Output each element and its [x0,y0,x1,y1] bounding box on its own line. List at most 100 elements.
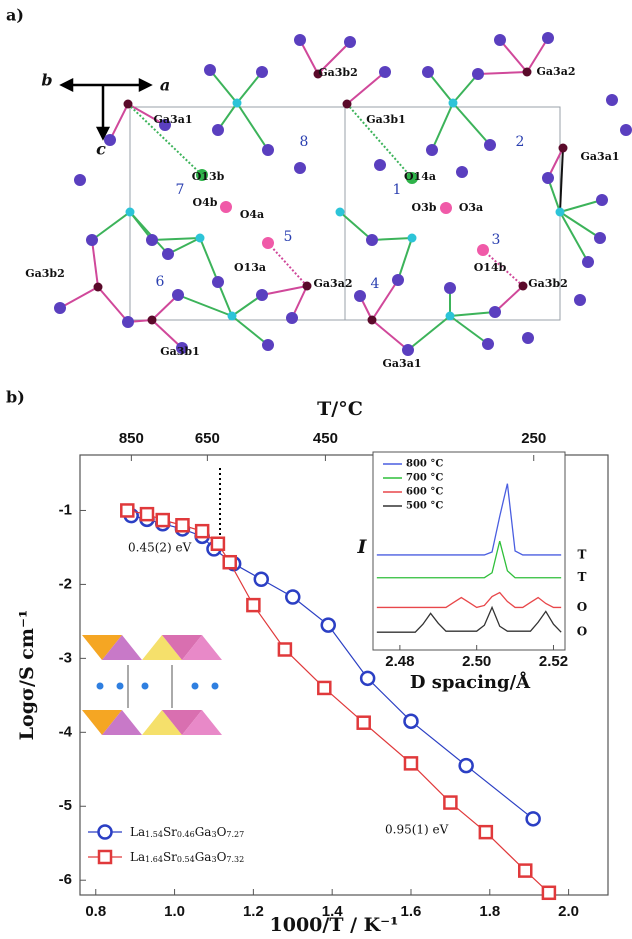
x-axis-label: 1000/T / K⁻¹ [270,914,399,936]
gallium-site [555,207,565,217]
atom-label: O3b [412,201,437,214]
oxygen [366,234,378,246]
axis-arrows [59,77,153,141]
atom-label: O3a [459,201,483,214]
y-tick-label: -5 [59,797,72,814]
bond [109,103,129,141]
contact [346,103,413,179]
marker [175,518,190,533]
bond [177,294,233,317]
contact [267,242,308,287]
oxygen [212,276,224,288]
phase-label: O [577,625,587,639]
oxygen [542,172,554,184]
interstitial-oxygen [477,244,489,256]
ring-label: 2 [516,134,525,150]
inset-legend-label: 800 °C [406,459,443,470]
gallium-site [232,98,242,108]
oxygen [172,289,184,301]
inset-y-label: I [357,536,368,558]
gallium-3 [313,69,323,79]
bond [299,39,319,75]
gallium-site [407,233,417,243]
bond [397,237,413,281]
oxygen [146,234,158,246]
gallium-site [335,207,345,217]
ring-label: 1 [393,182,402,198]
marker [317,680,332,696]
ring-label: 5 [284,229,293,245]
phase-label: T [578,547,587,561]
x2-tick-label: 650 [195,430,220,447]
bond [209,69,238,104]
bond [151,294,179,321]
atom-label: Ga3b1 [366,113,406,126]
x2-tick-label: 450 [313,430,338,447]
y-tick-label: -6 [59,871,72,888]
annotation: 0.95(1) eV [385,823,449,837]
marker [356,715,371,730]
series-line [127,509,550,894]
structure-thumbnail [82,635,222,735]
y-tick-label: -4 [59,723,73,740]
gallium-3 [522,67,532,77]
bond [431,102,454,151]
bond [236,71,263,104]
inset-legend-label: 600 °C [406,487,443,498]
y-tick-label: -1 [59,501,72,518]
atom-label: Ga3b1 [160,345,200,358]
oxygen [256,66,268,78]
bond [559,147,564,213]
oxygen [522,332,534,344]
gallium-3 [518,281,528,291]
ring-label: 6 [156,274,165,290]
oxygen [484,139,496,151]
atom-label: Ga3b2 [528,277,568,290]
bond [261,285,308,296]
bond [477,71,528,75]
oxygen [392,274,404,286]
bond [231,294,263,317]
marker [285,589,301,605]
bond [346,71,386,105]
oxygen [286,312,298,324]
panel-label: a) [6,6,24,25]
x-tick-label: 1.6 [401,903,422,920]
x-tick-label: 1.4 [322,903,344,920]
marker [194,523,210,539]
bond [452,102,491,146]
gallium-site [195,233,205,243]
atom-label: Ga3b2 [25,267,65,280]
gallium-3 [302,281,312,291]
x2-axis-label: T/°C [317,398,363,420]
legend-marker [97,849,113,865]
x-tick-label: 0.8 [85,903,106,920]
bond [526,37,549,73]
bond [91,239,99,288]
oxygen [456,166,468,178]
chart-frame [79,454,609,896]
marker [320,617,336,633]
oxygen [596,194,608,206]
annotation: 0.45(2) eV [128,541,192,555]
marker [246,597,261,613]
x-tick-label: 1.2 [243,903,264,920]
oxygen [422,66,434,78]
atom-label: Ga3a1 [581,150,620,163]
bond [427,71,454,104]
oxygen [594,232,606,244]
x-tick-label: 2.0 [558,903,579,920]
bond [199,237,219,283]
gallium-site [125,207,135,217]
bond [317,41,351,75]
marker [155,512,170,528]
bond [559,211,601,239]
oxygen [262,144,274,156]
oxygen [354,290,366,302]
oxygen [402,344,414,356]
gallium-3 [123,99,133,109]
oxygen [574,294,586,306]
oxygen [104,134,116,146]
bond [97,286,129,323]
